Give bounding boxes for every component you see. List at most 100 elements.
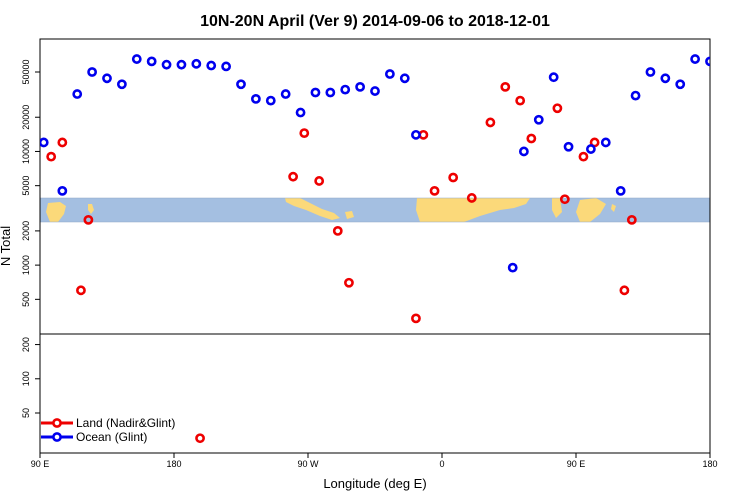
data-point bbox=[83, 214, 94, 225]
data-point bbox=[399, 73, 410, 84]
data-point bbox=[288, 171, 299, 182]
data-point bbox=[552, 103, 563, 114]
map-land bbox=[576, 198, 606, 222]
data-point bbox=[191, 58, 202, 69]
data-point bbox=[161, 59, 172, 70]
y-tick-label: 5000 bbox=[21, 176, 31, 196]
data-point bbox=[176, 59, 187, 70]
data-point bbox=[57, 185, 68, 196]
data-point bbox=[299, 128, 310, 139]
x-tick-label: 0 bbox=[439, 459, 444, 469]
y-tick-label: 100 bbox=[21, 371, 31, 386]
series-land bbox=[46, 81, 637, 444]
data-point bbox=[355, 81, 366, 92]
y-tick-label: 1000 bbox=[21, 255, 31, 275]
data-point bbox=[116, 79, 127, 90]
y-tick-label: 20000 bbox=[21, 105, 31, 130]
data-point bbox=[411, 313, 421, 324]
data-point bbox=[295, 107, 306, 118]
data-point bbox=[559, 194, 570, 205]
data-point bbox=[526, 133, 537, 144]
x-tick-label: 180 bbox=[166, 459, 181, 469]
data-point bbox=[250, 93, 261, 104]
legend: Land (Nadir&Glint) Ocean (Glint) bbox=[41, 416, 175, 444]
data-point bbox=[411, 129, 421, 140]
data-point bbox=[76, 285, 86, 296]
data-point bbox=[314, 176, 325, 186]
x-axis-label: Longitude (deg E) bbox=[323, 476, 426, 491]
data-point bbox=[325, 87, 336, 98]
data-point bbox=[578, 151, 589, 162]
legend-ocean-label: Ocean (Glint) bbox=[76, 430, 147, 444]
data-point bbox=[40, 137, 49, 148]
map-ocean bbox=[40, 198, 710, 222]
data-point bbox=[72, 89, 83, 99]
data-point bbox=[418, 129, 429, 140]
x-tick-label: 90 W bbox=[297, 459, 319, 469]
series-ocean bbox=[40, 54, 728, 273]
map-land bbox=[552, 198, 562, 218]
data-point bbox=[619, 285, 630, 296]
data-point bbox=[384, 69, 395, 79]
x-axis: 90 E 180 90 W 0 90 E 180 bbox=[31, 453, 718, 469]
data-point bbox=[645, 67, 656, 77]
y-tick-label: 50 bbox=[21, 408, 31, 418]
map-land bbox=[46, 202, 66, 222]
data-point bbox=[448, 172, 459, 183]
data-point bbox=[675, 79, 686, 90]
data-point bbox=[548, 72, 559, 83]
y-tick-label: 10000 bbox=[21, 139, 31, 164]
data-point bbox=[485, 117, 496, 128]
map-land bbox=[416, 198, 530, 222]
map-land bbox=[345, 211, 354, 219]
data-point bbox=[721, 61, 728, 68]
data-point bbox=[340, 84, 351, 95]
data-point bbox=[515, 95, 526, 106]
y-tick-label: 500 bbox=[21, 292, 31, 307]
data-point bbox=[466, 193, 477, 203]
x-tick-label: 90 E bbox=[31, 459, 50, 469]
data-point bbox=[690, 54, 701, 64]
data-point bbox=[265, 95, 276, 106]
data-point bbox=[344, 277, 354, 288]
data-point bbox=[429, 185, 440, 196]
data-point bbox=[195, 433, 205, 444]
data-point bbox=[500, 81, 511, 92]
world-map-strip bbox=[40, 197, 710, 223]
data-point bbox=[57, 137, 68, 148]
data-point bbox=[131, 54, 142, 64]
data-point bbox=[600, 137, 611, 148]
data-point bbox=[518, 146, 529, 157]
y-axis: 50 100 200 500 1000 2000 5000 10000 20000 50000 bbox=[21, 59, 40, 418]
y-tick-label: 50000 bbox=[21, 59, 31, 84]
data-point bbox=[705, 56, 710, 67]
x-tick-label: 180 bbox=[702, 459, 717, 469]
data-point bbox=[563, 141, 574, 152]
data-point bbox=[370, 86, 380, 96]
data-point bbox=[221, 61, 232, 72]
legend-ocean-marker bbox=[52, 432, 62, 442]
data-point bbox=[630, 90, 641, 101]
data-point bbox=[102, 73, 112, 84]
data-point bbox=[206, 60, 217, 71]
y-tick-label: 2000 bbox=[21, 221, 31, 241]
data-points bbox=[40, 54, 728, 444]
map-land bbox=[88, 204, 94, 214]
data-point bbox=[280, 89, 291, 99]
legend-land-marker bbox=[52, 418, 62, 428]
data-point bbox=[533, 114, 544, 125]
data-point bbox=[626, 214, 637, 225]
data-point bbox=[660, 73, 671, 84]
data-point bbox=[585, 144, 596, 154]
data-point bbox=[615, 185, 626, 196]
map-land bbox=[611, 204, 616, 212]
chart-title: 10N-20N April (Ver 9) 2014-09-06 to 2018… bbox=[200, 13, 550, 30]
x-tick-label: 90 E bbox=[567, 459, 586, 469]
data-point bbox=[332, 225, 343, 236]
data-point bbox=[236, 79, 246, 90]
legend-land-label: Land (Nadir&Glint) bbox=[76, 416, 175, 430]
data-point bbox=[87, 67, 98, 77]
data-point bbox=[46, 151, 57, 162]
y-tick-label: 200 bbox=[21, 337, 31, 352]
